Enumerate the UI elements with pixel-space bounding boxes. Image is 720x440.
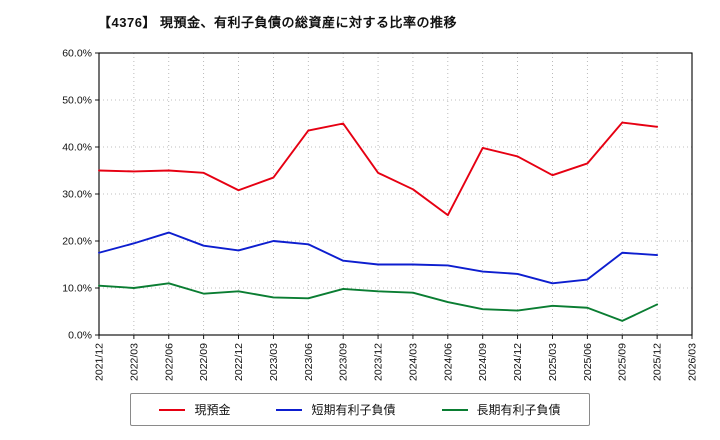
svg-text:2024/09: 2024/09 bbox=[477, 343, 489, 381]
svg-text:2022/06: 2022/06 bbox=[163, 343, 175, 381]
svg-text:2022/03: 2022/03 bbox=[128, 343, 140, 381]
svg-text:2025/06: 2025/06 bbox=[582, 343, 594, 381]
svg-text:30.0%: 30.0% bbox=[62, 189, 92, 201]
svg-text:0.0%: 0.0% bbox=[68, 330, 92, 342]
svg-text:2022/09: 2022/09 bbox=[198, 343, 210, 381]
svg-text:20.0%: 20.0% bbox=[62, 236, 92, 248]
legend-label-long-term-debt: 長期有利子負債 bbox=[476, 403, 561, 417]
legend-line-blue-icon bbox=[276, 408, 303, 411]
chart-legend: 現預金 短期有利子負債 長期有利子負債 bbox=[130, 393, 590, 426]
svg-text:2023/09: 2023/09 bbox=[338, 343, 350, 381]
svg-text:60.0%: 60.0% bbox=[62, 48, 92, 60]
legend-label-cash: 現預金 bbox=[194, 403, 231, 417]
legend-line-red-icon bbox=[159, 408, 186, 411]
svg-text:2023/06: 2023/06 bbox=[303, 343, 315, 381]
svg-text:2026/03: 2026/03 bbox=[687, 343, 699, 381]
svg-text:2021/12: 2021/12 bbox=[94, 343, 106, 381]
svg-text:2023/12: 2023/12 bbox=[373, 343, 385, 381]
legend-label-short-term-debt: 短期有利子負債 bbox=[311, 403, 396, 417]
legend-line-green-icon bbox=[441, 408, 468, 411]
chart-plot-area: 0.0% 10.0% 20.0% 30.0% 40.0% 50.0% 60.0% 2021/1… bbox=[62, 48, 699, 381]
svg-text:2025/12: 2025/12 bbox=[652, 343, 664, 381]
svg-text:2023/03: 2023/03 bbox=[268, 343, 280, 381]
svg-text:40.0%: 40.0% bbox=[62, 142, 92, 154]
svg-text:2024/12: 2024/12 bbox=[512, 343, 524, 381]
svg-text:2022/12: 2022/12 bbox=[233, 343, 245, 381]
svg-text:2024/06: 2024/06 bbox=[442, 343, 454, 381]
svg-text:2025/09: 2025/09 bbox=[617, 343, 629, 381]
legend-item-short-term-debt: 短期有利子負債 bbox=[276, 401, 396, 418]
svg-text:2024/03: 2024/03 bbox=[407, 343, 419, 381]
legend-item-long-term-debt: 長期有利子負債 bbox=[441, 401, 561, 418]
legend-item-cash: 現預金 bbox=[159, 401, 230, 418]
svg-text:2025/03: 2025/03 bbox=[547, 343, 559, 381]
svg-text:10.0%: 10.0% bbox=[62, 283, 92, 295]
svg-text:50.0%: 50.0% bbox=[62, 95, 92, 107]
chart-title: 【4376】 現預金、有利子負債の総資産に対する比率の推移 bbox=[98, 15, 458, 30]
